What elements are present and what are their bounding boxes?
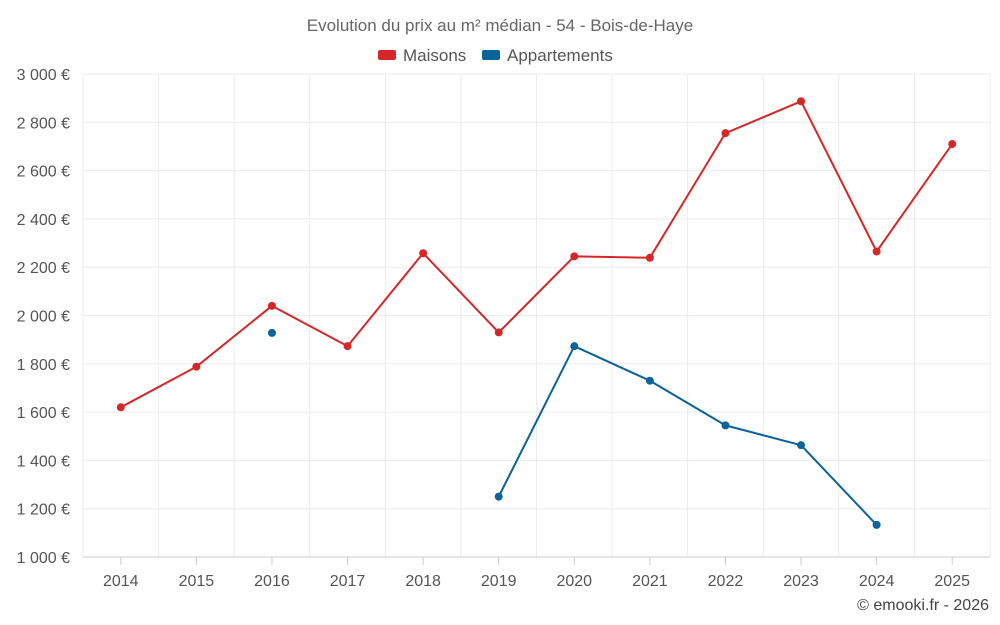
- y-tick-label: 1 400 €: [17, 453, 70, 470]
- x-tick-label: 2025: [934, 573, 970, 590]
- y-tick-label: 1 600 €: [17, 405, 70, 422]
- data-point-appartements-2023[interactable]: [797, 441, 806, 450]
- y-tick-label: 1 200 €: [17, 502, 70, 519]
- data-point-maisons-2015[interactable]: [192, 362, 201, 371]
- data-point-maisons-2020[interactable]: [570, 252, 579, 261]
- x-tick-label: 2014: [103, 573, 139, 590]
- data-point-maisons-2025[interactable]: [948, 140, 957, 149]
- data-point-maisons-2018[interactable]: [419, 249, 428, 258]
- y-tick-label: 2 200 €: [17, 260, 70, 277]
- x-tick-label: 2016: [254, 573, 290, 590]
- x-tick-label: 2015: [179, 573, 215, 590]
- y-tick-label: 1 000 €: [17, 550, 70, 567]
- y-tick-label: 2 800 €: [17, 115, 70, 132]
- credit-text: © emooki.fr - 2026: [857, 597, 989, 614]
- series-line-appartements: [497, 345, 878, 526]
- y-tick-label: 3 000 €: [17, 67, 70, 84]
- data-point-appartements-2021[interactable]: [645, 376, 654, 385]
- data-point-appartements-2019[interactable]: [494, 492, 503, 501]
- data-point-maisons-2022[interactable]: [721, 129, 730, 138]
- y-tick-label: 1 800 €: [17, 357, 70, 374]
- x-tick-label: 2017: [330, 573, 366, 590]
- legend: Maisons Appartements: [378, 46, 613, 65]
- legend-swatch-maisons: [378, 50, 396, 60]
- legend-label-maisons: Maisons: [403, 46, 466, 65]
- x-tick-label: 2018: [405, 573, 441, 590]
- grid: [82, 73, 991, 557]
- data-point-appartements-2020[interactable]: [570, 342, 579, 351]
- chart-title: Evolution du prix au m² médian - 54 - Bo…: [307, 16, 693, 35]
- legend-label-appartements: Appartements: [507, 46, 613, 65]
- data-point-maisons-2023[interactable]: [797, 97, 806, 106]
- y-tick-label: 2 000 €: [17, 309, 70, 326]
- series-line-maisons: [120, 100, 954, 409]
- x-tick-label: 2021: [632, 573, 668, 590]
- legend-item-maisons[interactable]: Maisons: [378, 46, 466, 65]
- data-point-appartements-2016[interactable]: [267, 328, 276, 337]
- legend-swatch-appartements: [482, 50, 500, 60]
- x-tick-label: 2022: [708, 573, 744, 590]
- data-point-maisons-2019[interactable]: [494, 328, 503, 337]
- data-point-maisons-2016[interactable]: [267, 301, 276, 310]
- data-point-maisons-2021[interactable]: [645, 253, 654, 262]
- series: [116, 97, 957, 529]
- legend-item-appartements[interactable]: Appartements: [482, 46, 613, 65]
- x-tick-label: 2019: [481, 573, 517, 590]
- y-tick-label: 2 600 €: [17, 164, 70, 181]
- data-point-maisons-2017[interactable]: [343, 342, 352, 351]
- data-point-maisons-2024[interactable]: [872, 247, 881, 256]
- x-tick-label: 2024: [859, 573, 895, 590]
- y-tick-label: 2 400 €: [17, 212, 70, 229]
- x-tick-label: 2023: [783, 573, 819, 590]
- data-point-maisons-2014[interactable]: [116, 403, 125, 412]
- data-point-appartements-2024[interactable]: [872, 520, 881, 529]
- data-point-appartements-2022[interactable]: [721, 421, 730, 430]
- x-tick-label: 2020: [556, 573, 592, 590]
- axes: 1 000 € 1 200 € 1 400 € 1 600 € 1 800 € 2 000…: [17, 67, 990, 590]
